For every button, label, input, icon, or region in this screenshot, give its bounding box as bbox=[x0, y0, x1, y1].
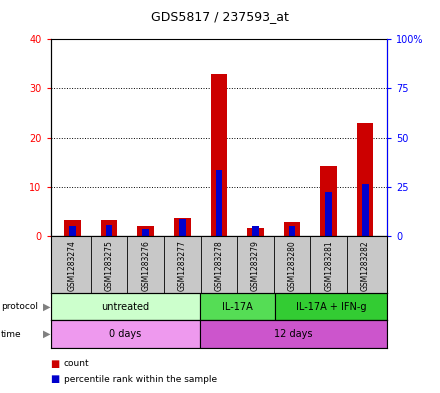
Bar bbox=[137, 226, 154, 236]
Bar bbox=[252, 226, 259, 236]
Bar bbox=[143, 229, 149, 236]
Text: GDS5817 / 237593_at: GDS5817 / 237593_at bbox=[151, 10, 289, 23]
Text: IL-17A: IL-17A bbox=[222, 301, 253, 312]
Text: GSM1283277: GSM1283277 bbox=[178, 241, 187, 291]
Bar bbox=[64, 220, 81, 236]
Bar bbox=[320, 166, 337, 236]
Text: GSM1283281: GSM1283281 bbox=[324, 241, 333, 291]
Text: 12 days: 12 days bbox=[275, 329, 313, 339]
Bar bbox=[289, 226, 295, 236]
Text: GSM1283274: GSM1283274 bbox=[68, 241, 77, 291]
Text: untreated: untreated bbox=[101, 301, 150, 312]
Bar bbox=[357, 123, 374, 236]
Bar bbox=[284, 222, 301, 236]
Text: 0 days: 0 days bbox=[109, 329, 142, 339]
Bar bbox=[211, 73, 227, 236]
Bar bbox=[51, 320, 200, 348]
Bar bbox=[174, 218, 191, 236]
Text: ▶: ▶ bbox=[43, 329, 51, 339]
Text: IL-17A + IFN-g: IL-17A + IFN-g bbox=[296, 301, 367, 312]
Text: GSM1283282: GSM1283282 bbox=[361, 241, 370, 291]
Text: ■: ■ bbox=[51, 358, 60, 369]
Text: GSM1283279: GSM1283279 bbox=[251, 241, 260, 291]
Text: GSM1283278: GSM1283278 bbox=[214, 241, 224, 291]
Bar bbox=[216, 170, 222, 236]
Bar bbox=[51, 293, 200, 320]
Text: ▶: ▶ bbox=[43, 301, 51, 312]
Bar bbox=[275, 293, 387, 320]
Bar bbox=[101, 220, 117, 236]
Bar bbox=[69, 226, 76, 236]
Bar bbox=[200, 293, 275, 320]
Text: GSM1283276: GSM1283276 bbox=[141, 241, 150, 291]
Text: ■: ■ bbox=[51, 374, 60, 384]
Text: GSM1283275: GSM1283275 bbox=[105, 241, 114, 291]
Text: GSM1283280: GSM1283280 bbox=[288, 241, 297, 291]
Text: protocol: protocol bbox=[1, 302, 38, 311]
Bar bbox=[325, 191, 332, 236]
Text: time: time bbox=[1, 330, 22, 338]
Text: count: count bbox=[64, 359, 89, 368]
Bar bbox=[106, 225, 113, 236]
Bar bbox=[200, 320, 387, 348]
Bar bbox=[179, 219, 186, 236]
Bar bbox=[362, 184, 369, 236]
Bar bbox=[247, 228, 264, 236]
Text: percentile rank within the sample: percentile rank within the sample bbox=[64, 375, 217, 384]
